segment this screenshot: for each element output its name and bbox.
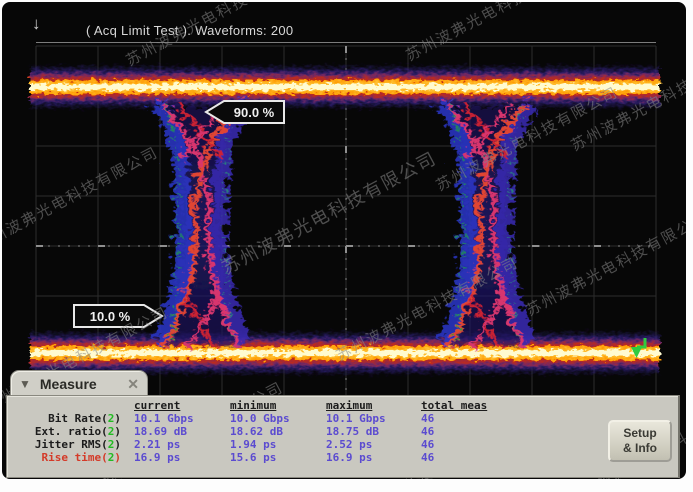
threshold-marker-10: 10.0 % <box>73 304 164 328</box>
eye-crossing-left <box>145 94 249 346</box>
measure-row-jitter-rms: Jitter RMS2 2.21 ps 1.94 ps 2.52 ps 46 <box>7 438 678 451</box>
setup-button-line1: Setup <box>623 426 657 440</box>
column-header-minimum: minimum <box>230 399 277 412</box>
eye-top-rail <box>30 64 660 110</box>
scope-screen: 90.0 % 10.0 % ↓ ( Acq Limit Test ). Wave… <box>2 2 686 479</box>
setup-button-line2: & Info <box>623 441 657 455</box>
eye-diagram: 90.0 % 10.0 % <box>30 45 660 447</box>
header-divider <box>36 42 656 43</box>
column-header-total-meas: total meas <box>421 399 488 412</box>
trigger-marker-icon: ↓ <box>32 14 41 33</box>
svg-text:10.0 %: 10.0 % <box>90 309 131 324</box>
measure-row-ext-ratio: Ext. ratio2 18.69 dB 18.62 dB 18.75 dB 4… <box>7 425 678 438</box>
measure-row-rise-time: Rise time2 16.9 ps 15.6 ps 16.9 ps 46 <box>7 451 678 464</box>
measure-panel: current minimum maximum total meas Bit R… <box>6 395 680 478</box>
close-icon[interactable]: ✕ <box>127 375 139 392</box>
collapse-icon: ▼ <box>19 377 31 391</box>
measure-tab-label: Measure <box>39 376 97 392</box>
acq-status-text: ( Acq Limit Test ). Waveforms: 200 <box>86 23 294 38</box>
measure-tab[interactable]: ▼ Measure ✕ <box>10 370 148 397</box>
measure-row-bit-rate: Bit Rate2 10.1 Gbps 10.0 Gbps 10.1 Gbps … <box>7 412 678 425</box>
eye-crossing-right <box>430 94 534 346</box>
column-header-maximum: maximum <box>326 399 373 412</box>
ground-reference-icon <box>631 338 647 358</box>
threshold-marker-90: 90.0 % <box>204 100 285 124</box>
svg-text:90.0 %: 90.0 % <box>234 105 275 120</box>
column-header-current: current <box>134 399 181 412</box>
graticule-crosshair <box>36 46 656 446</box>
setup-info-button[interactable]: Setup & Info <box>608 420 672 462</box>
eye-bottom-rail <box>30 330 660 376</box>
